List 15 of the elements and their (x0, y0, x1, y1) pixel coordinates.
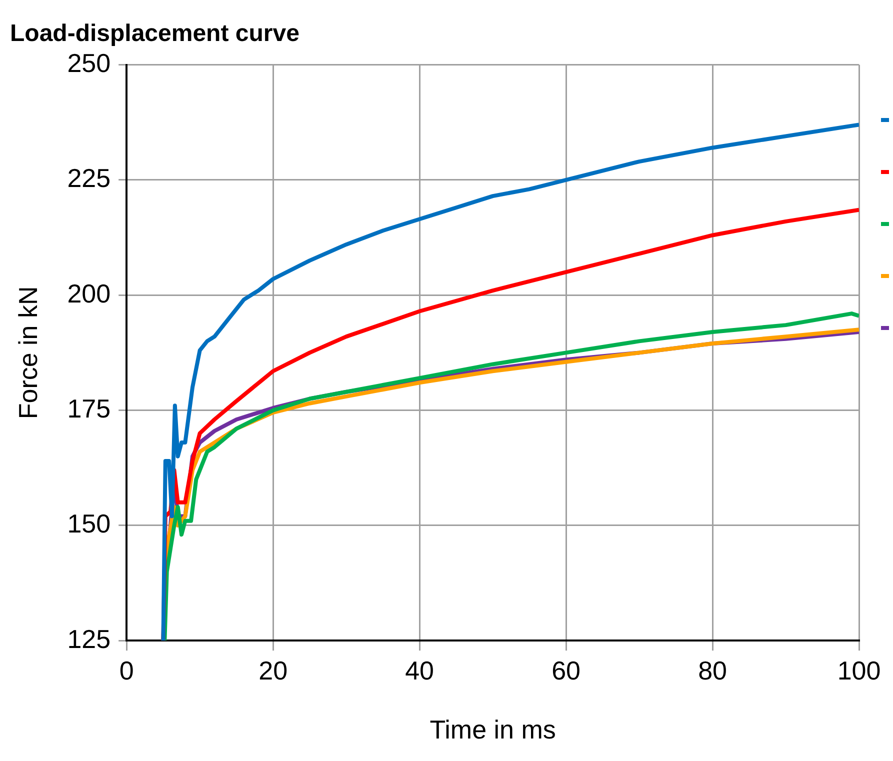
y-tick-label: 200 (67, 278, 111, 308)
x-axis-title: Time in ms (430, 714, 556, 745)
y-axis-title: Force in kN (12, 286, 43, 420)
x-tick-label: 0 (119, 655, 134, 686)
y-tick-label: 250 (67, 48, 111, 78)
x-tick-label: 100 (837, 655, 881, 686)
x-tick-label: 40 (405, 655, 434, 686)
y-tick-label: 175 (67, 393, 111, 424)
x-tick-label: 80 (698, 655, 727, 686)
x-tick-label: 20 (258, 655, 288, 686)
x-tick-label: 60 (552, 655, 580, 686)
chart-title: Load-displacement curve (10, 20, 300, 48)
y-tick-label: 125 (67, 624, 111, 654)
y-tick-label: 150 (67, 508, 111, 539)
y-tick-label: 225 (67, 163, 111, 194)
